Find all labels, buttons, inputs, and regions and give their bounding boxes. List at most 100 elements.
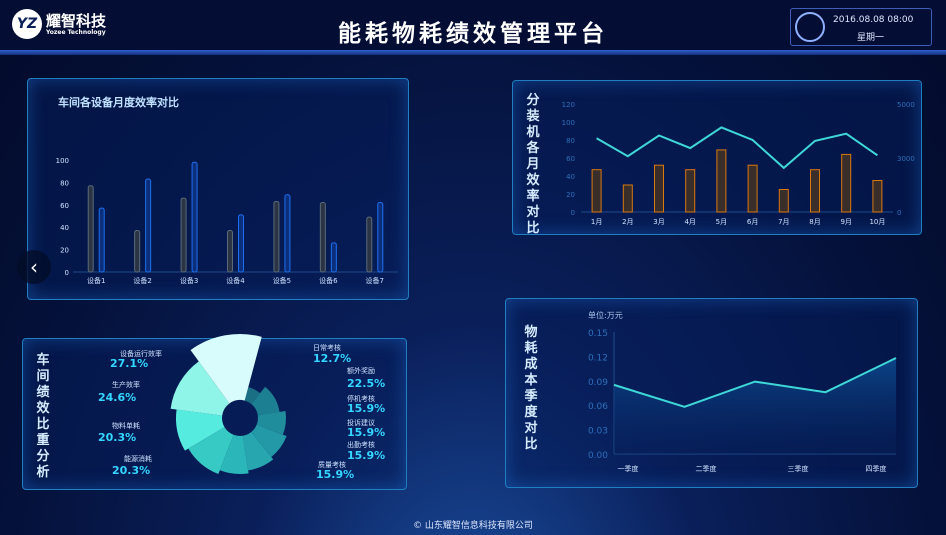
slice-label: 额外奖励 [347, 367, 375, 375]
logo: YZ 耀智科技 Yozee Technology [12, 9, 106, 39]
area-fill [614, 358, 896, 454]
slice-label: 日常考核 [313, 344, 341, 352]
bar [180, 197, 187, 273]
slice-value: 15.9% [347, 449, 386, 462]
bar [685, 169, 696, 213]
y2-tick-label: 0 [897, 209, 901, 217]
y-tick-label: 0.12 [588, 353, 608, 363]
slice-label: 生产效率 [112, 381, 140, 389]
packing-efficiency-chart: 0 20 40 60 80 100 120 0 3000 5000 1月 2月 3月 4月 5月 6月 7月 8月… [562, 101, 915, 226]
page-title: 能耗物耗绩效管理平台 [338, 21, 608, 47]
x-tick-label: 7月 [778, 218, 789, 226]
bar [330, 242, 337, 273]
bar [273, 200, 280, 273]
slice-value: 24.6% [98, 391, 137, 404]
y-tick-label: 100 [562, 119, 575, 127]
y-tick-label: 0.00 [588, 451, 608, 461]
y-tick-label: 0.09 [588, 378, 608, 388]
prev-arrow-button[interactable]: ‹ [17, 250, 51, 284]
logo-mark: YZ [12, 9, 42, 39]
bar [238, 214, 244, 273]
y-tick-label: 20 [566, 191, 575, 199]
bar [591, 169, 602, 213]
bar [810, 169, 820, 213]
x-tick-label: 4月 [684, 218, 695, 226]
bar [319, 202, 326, 273]
header-divider [0, 50, 946, 55]
slice-label: 物料单耗 [112, 422, 140, 430]
unit-label: 单位:万元 [588, 311, 623, 320]
material-cost-chart: 0.00 0.03 0.06 0.09 0.12 0.15 一季度 二季度 三季度 四季度 [588, 329, 897, 473]
rose-slice [251, 424, 287, 457]
bar [227, 230, 233, 273]
x-tick-label: 设备2 [133, 276, 151, 285]
rose-slice [244, 387, 261, 404]
x-tick-label: 10月 [869, 218, 885, 226]
rose-slice [190, 334, 262, 404]
bar [747, 164, 758, 213]
panel-title: 车间绩效比重分析 [36, 353, 50, 480]
slice-value: 15.9% [347, 402, 386, 415]
y-tick-label: 0.15 [588, 329, 608, 339]
header: YZ 耀智科技 Yozee Technology 能耗物耗绩效管理平台 2016… [0, 0, 946, 52]
y-tick-label: 40 [566, 173, 575, 181]
slice-value: 12.7% [313, 352, 352, 365]
x-tick-label: 设备1 [87, 276, 105, 285]
y2-tick-label: 3000 [897, 155, 915, 163]
bar [622, 184, 633, 213]
x-tick-label: 一季度 [618, 464, 639, 473]
bar [134, 230, 141, 273]
line-series [613, 357, 897, 408]
x-tick-label: 9月 [840, 218, 851, 226]
rose-slice [170, 361, 230, 416]
rose-slice [251, 386, 280, 416]
x-tick-label: 设备7 [366, 276, 384, 285]
bar [284, 194, 291, 273]
clock-icon [795, 12, 825, 42]
x-tick-label: 二季度 [696, 464, 717, 473]
line-series [596, 126, 878, 170]
x-tick-label: 三季度 [788, 464, 809, 473]
rose-slice [175, 409, 225, 451]
slice-label: 投诉建议 [347, 419, 375, 427]
y-tick-label: 100 [56, 157, 69, 165]
rose-slice [242, 432, 274, 471]
slice-label: 质量考核 [318, 461, 346, 469]
bar [145, 178, 152, 273]
x-tick-label: 1月 [591, 218, 602, 226]
x-tick-label: 设备4 [226, 276, 245, 285]
y-tick-label: 80 [566, 137, 575, 145]
x-tick-label: 6月 [747, 218, 758, 226]
slice-label: 设备运行效率 [120, 350, 162, 358]
y-tick-label: 60 [566, 155, 575, 163]
x-tick-label: 设备6 [319, 276, 338, 285]
slice-value: 15.9% [347, 426, 386, 439]
panel-material-cost: 物耗成本季度对比 单位:万元 0.00 0.03 0.06 0.09 0.12 0.15 一… [505, 298, 918, 488]
panel-title: 车间各设备月度效率对比 [58, 96, 179, 109]
x-tick-label: 2月 [622, 218, 633, 226]
bar [872, 180, 883, 213]
x-tick-label: 3月 [653, 218, 664, 226]
slice-label: 停机考核 [347, 395, 375, 403]
rose-slice [256, 411, 286, 435]
bar [377, 202, 384, 273]
panel-device-efficiency: 车间各设备月度效率对比 0 20 40 60 80 100 设备1 设备2 设备3 设备4 设备5 设… [27, 78, 409, 300]
x-tick-label: 5月 [716, 218, 727, 226]
y-tick-label: 20 [60, 247, 69, 255]
bar [654, 164, 664, 213]
panel-packing-efficiency: 分装机各月效率对比 0 20 40 60 80 100 120 0 3000 5000 1月 2月 3月… [512, 80, 922, 236]
x-tick-label: 设备3 [180, 276, 198, 285]
slice-value: 15.9% [316, 468, 355, 481]
x-tick-label: 8月 [809, 218, 820, 226]
slice-value: 22.5% [347, 377, 386, 390]
bar [87, 185, 94, 273]
slice-value: 20.3% [112, 464, 151, 477]
y-tick-label: 0.03 [588, 427, 608, 437]
bar [778, 189, 789, 213]
rose-slice [219, 434, 249, 475]
footer-copyright: © 山东耀智信息科技有限公司 [413, 521, 533, 531]
panel-title: 物耗成本季度对比 [524, 325, 538, 452]
logo-cn: 耀智科技 [46, 11, 107, 30]
y-tick-label: 0.06 [588, 402, 608, 412]
